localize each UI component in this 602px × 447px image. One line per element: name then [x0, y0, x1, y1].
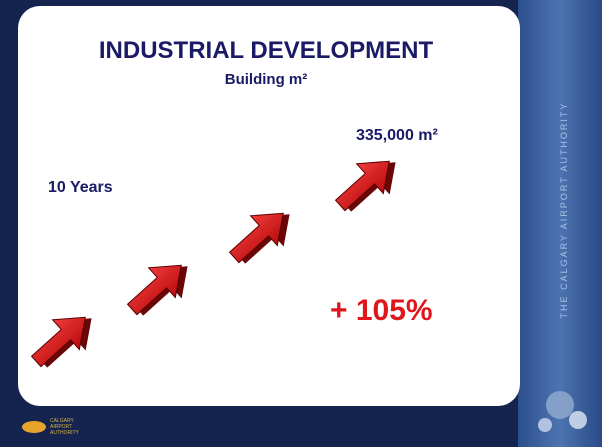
total-label: 335,000 m²: [356, 127, 438, 144]
logo-text: AUTHORITY: [50, 430, 80, 436]
page: The Calgary Airport Authority CALGARY AI…: [0, 0, 602, 447]
content-panel: [18, 6, 520, 406]
sidebar-text: The Calgary Airport Authority: [559, 102, 569, 319]
growth-label: + 105%: [330, 294, 433, 327]
period-label: 10 Years: [48, 179, 113, 196]
subtitle: Building m²: [225, 71, 308, 88]
title: INDUSTRIAL DEVELOPMENT: [99, 37, 434, 64]
slide: The Calgary Airport Authority CALGARY AI…: [0, 0, 602, 447]
